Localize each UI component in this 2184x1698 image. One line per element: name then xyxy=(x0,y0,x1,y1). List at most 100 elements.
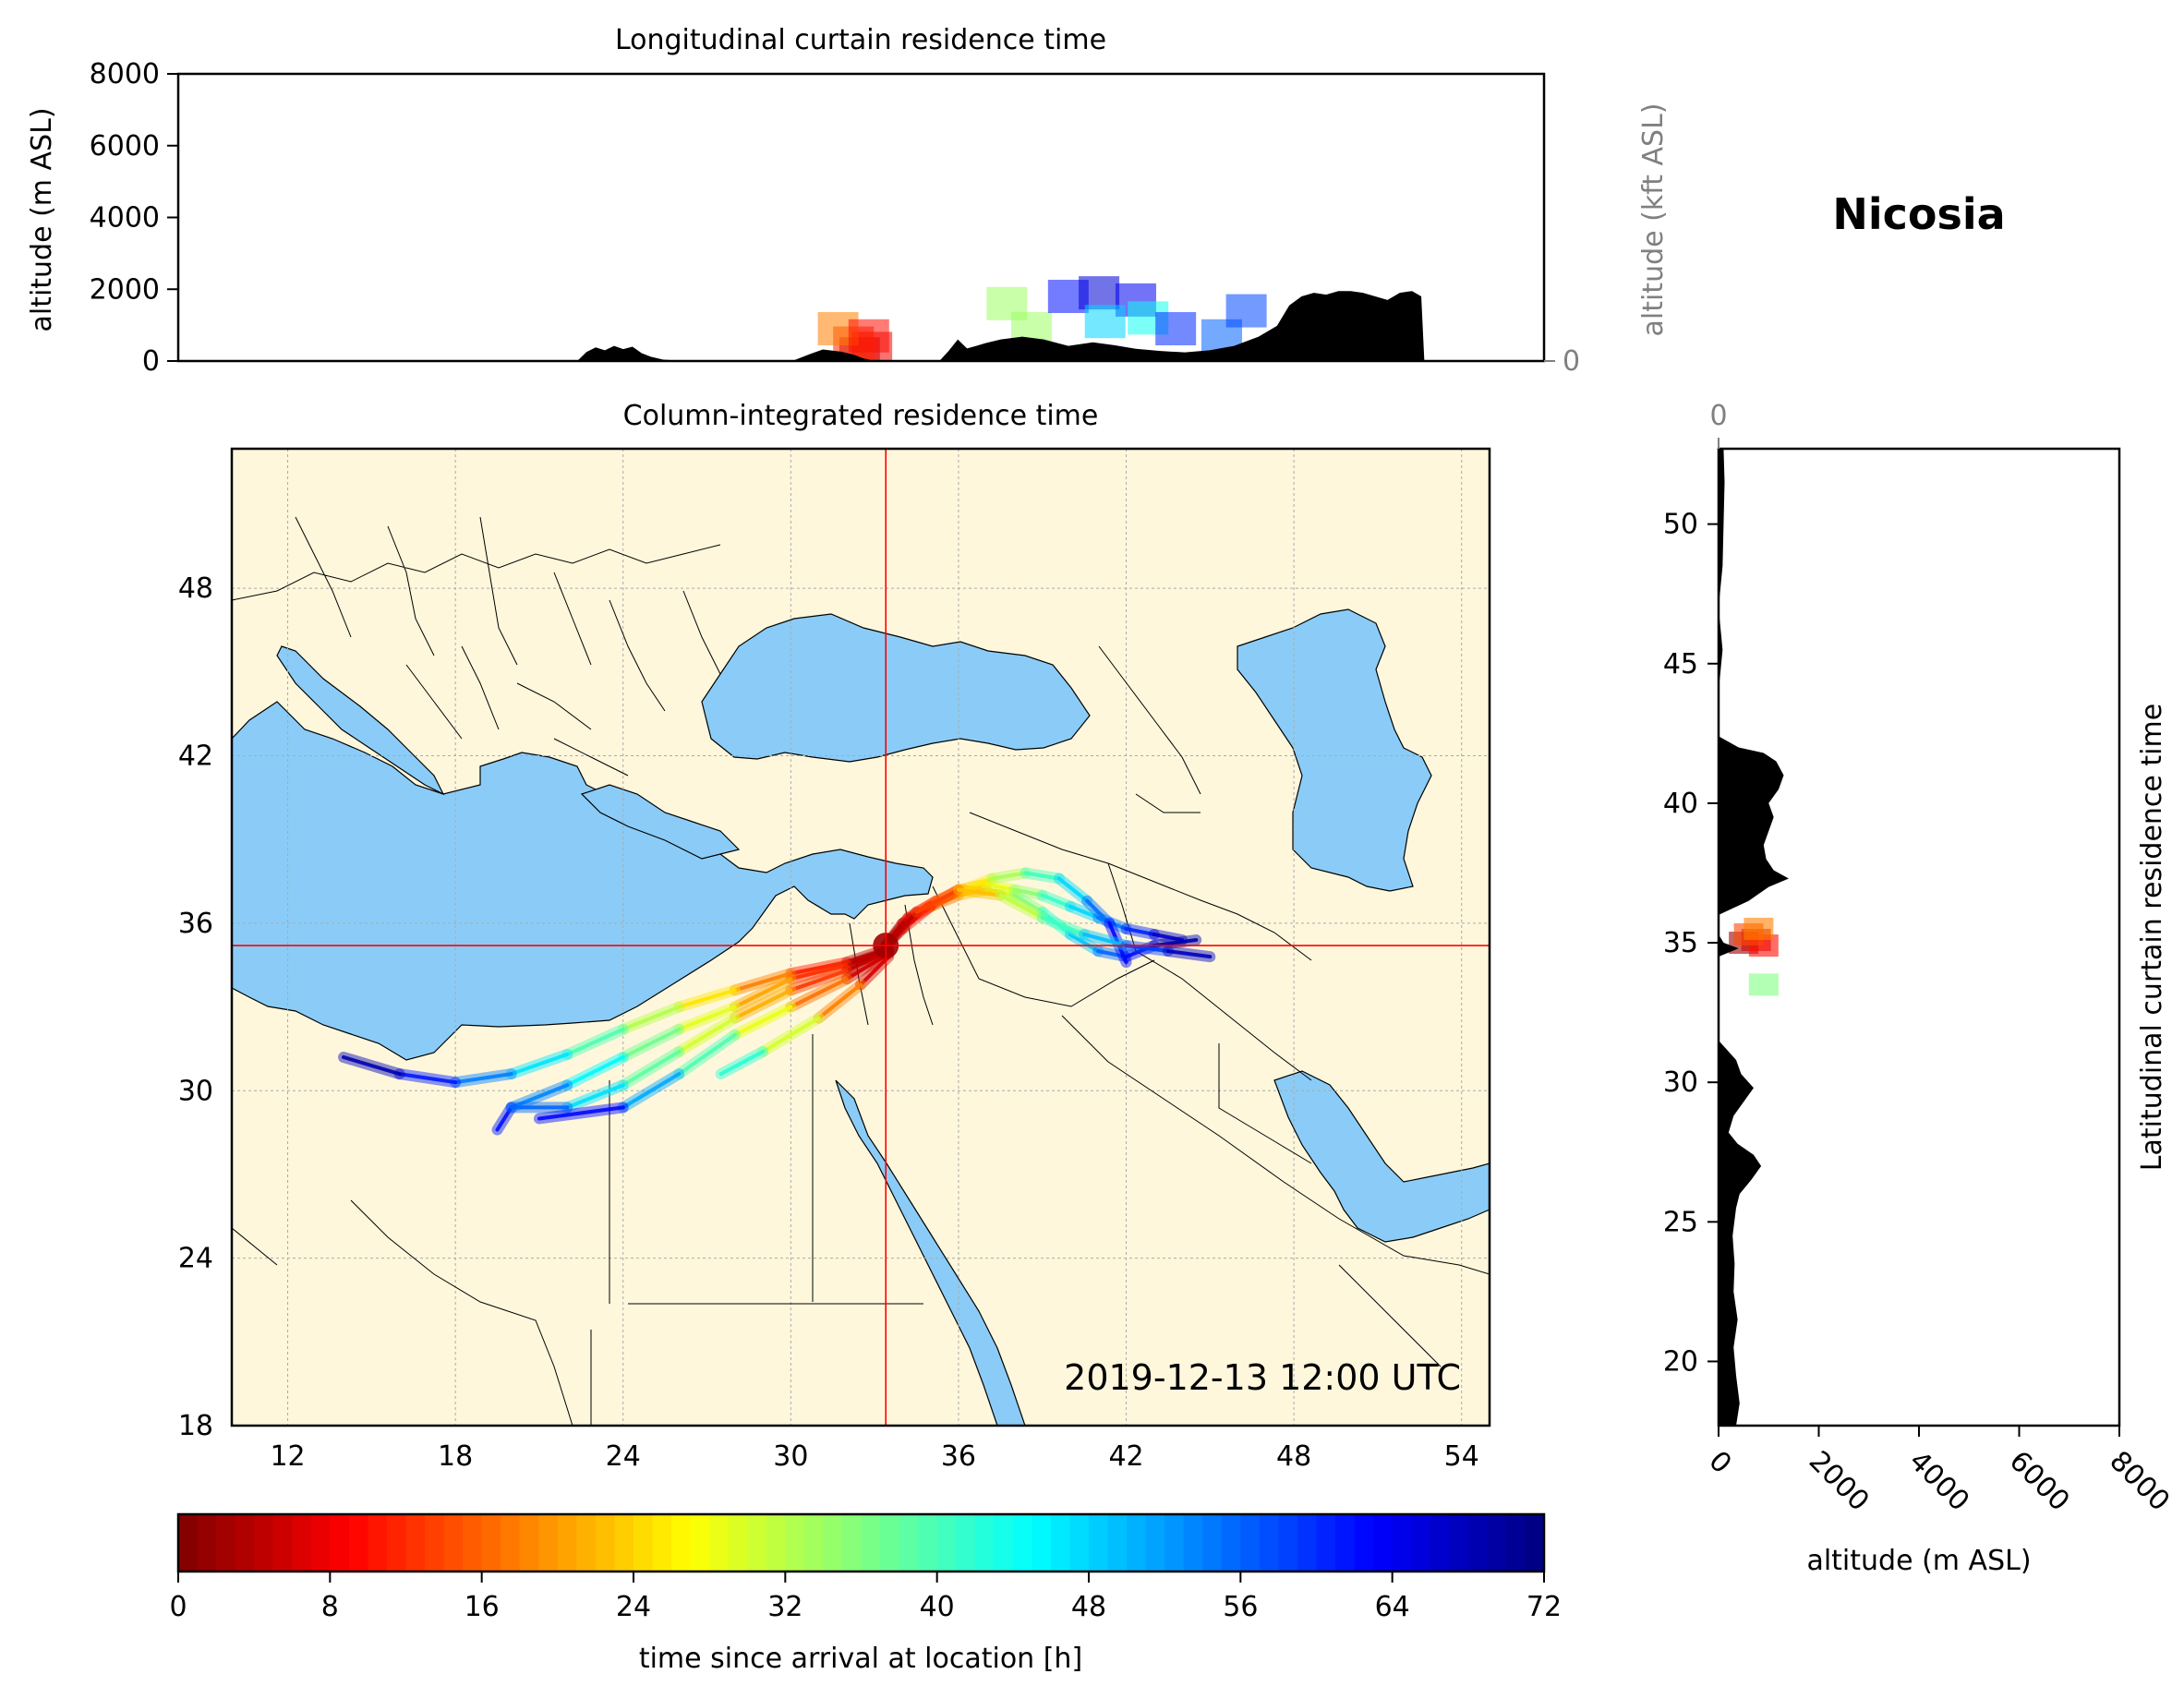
colorbar-cell xyxy=(1259,1514,1280,1572)
colorbar-cell xyxy=(405,1514,426,1572)
trajectory-core xyxy=(956,887,1003,897)
colorbar-cell xyxy=(178,1514,199,1572)
trajectory-core xyxy=(844,952,891,981)
map-y-tick-label: 18 xyxy=(178,1410,213,1442)
trajectory-core xyxy=(789,977,849,1009)
latitudinal-y-tick-label: 25 xyxy=(1663,1206,1698,1238)
longitudinal-y-tick-label: 8000 xyxy=(90,58,160,90)
colorbar-cell xyxy=(1505,1514,1526,1572)
map-x-tick-label: 24 xyxy=(606,1440,641,1473)
latitudinal-xlabel: altitude (m ASL) xyxy=(1806,1545,2031,1577)
colorbar-cell xyxy=(803,1514,825,1572)
colorbar-cell xyxy=(576,1514,597,1572)
map-x-tick-label: 42 xyxy=(1108,1440,1143,1473)
colorbar-tick-label: 24 xyxy=(616,1591,651,1623)
colorbar-ticks: 0 8 16 24 32 40 48 56 64 72 xyxy=(169,1572,1562,1623)
persian-gulf xyxy=(1273,1070,1490,1243)
trajectory-core xyxy=(961,876,995,892)
trajectory-core xyxy=(984,882,1017,892)
map-seas xyxy=(232,608,1490,1426)
trajectory-core xyxy=(565,1083,625,1110)
latitudinal-y-ticks: 20 25 30 35 40 45 50 xyxy=(1663,509,1719,1378)
colorbar-cell xyxy=(728,1514,748,1572)
longitudinal-right-tick-label: 0 xyxy=(1563,345,1580,378)
latitudinal-terrain xyxy=(1719,449,1789,1426)
trajectory-core xyxy=(1165,949,1213,959)
colorbar-cell xyxy=(443,1514,464,1572)
colorbar-cell xyxy=(1449,1514,1469,1572)
colorbar-cell xyxy=(1032,1514,1052,1572)
colorbar-cell xyxy=(1373,1514,1394,1572)
colorbar-cell xyxy=(1127,1514,1147,1572)
colorbar-cell xyxy=(709,1514,730,1572)
trajectory-core xyxy=(1040,893,1072,909)
colorbar-cell xyxy=(368,1514,388,1572)
latitudinal-plot-area xyxy=(1719,449,2119,1426)
colorbar-tick-label: 48 xyxy=(1071,1591,1106,1623)
latitudinal-title: Latitudinal curtain residence time xyxy=(2136,704,2168,1171)
longitudinal-chart: Longitudinal curtain residence time 0 200… xyxy=(26,24,1670,378)
colorbar-cell xyxy=(292,1514,312,1572)
trajectory-core xyxy=(718,1049,766,1077)
trajectory-core xyxy=(789,969,849,993)
colorbar-cell xyxy=(481,1514,501,1572)
trajectory-core xyxy=(1012,893,1044,914)
colorbar-cell xyxy=(538,1514,559,1572)
colorbar-cell xyxy=(197,1514,217,1572)
trajectory-core xyxy=(1068,932,1101,954)
trajectory-core xyxy=(1124,926,1156,936)
trajectory-core xyxy=(677,1016,737,1054)
colorbar-cell xyxy=(254,1514,274,1572)
trajectory-core xyxy=(621,1072,682,1110)
latitudinal-y-tick-label: 50 xyxy=(1663,509,1698,541)
latitudinal-y-tick-label: 30 xyxy=(1663,1066,1698,1099)
trajectory-core xyxy=(509,1083,570,1110)
colorbar-cell xyxy=(1012,1514,1032,1572)
latitudinal-plume-cell xyxy=(1744,917,1774,940)
colorbar-cell xyxy=(841,1514,863,1572)
country-borders xyxy=(232,516,1490,1426)
colorbar-cell xyxy=(1297,1514,1318,1572)
longitudinal-plume-cell xyxy=(1079,276,1120,310)
colorbar-cell xyxy=(386,1514,407,1572)
trajectory-core xyxy=(789,963,849,981)
map-x-tick-label: 36 xyxy=(941,1440,976,1473)
trajectory-core xyxy=(1056,876,1090,903)
trajectory-core xyxy=(1152,938,1199,948)
colorbar-cell xyxy=(1467,1514,1488,1572)
trajectory-core xyxy=(565,1054,625,1088)
colorbar-cell xyxy=(1050,1514,1071,1572)
black-sea xyxy=(701,613,1091,763)
longitudinal-y-tick-label: 2000 xyxy=(90,273,160,306)
site-title: Nicosia xyxy=(1832,189,2005,239)
trajectory-core xyxy=(928,893,960,909)
trajectory-core xyxy=(984,887,1017,897)
map-y-ticks: 18 24 30 36 42 48 xyxy=(178,572,213,1442)
trajectory-core xyxy=(732,977,793,1009)
latitudinal-x-tick-label: 0 xyxy=(1702,1445,1737,1480)
colorbar-cell xyxy=(1089,1514,1109,1572)
map-x-tick-label: 48 xyxy=(1276,1440,1311,1473)
longitudinal-ylabel-right: altitude (kft ASL) xyxy=(1637,102,1670,336)
colorbar-cell xyxy=(1069,1514,1090,1572)
colorbar-cell xyxy=(936,1514,957,1572)
trajectory-core xyxy=(761,1016,821,1054)
trajectory-core xyxy=(342,1054,402,1077)
colorbar-cell xyxy=(994,1514,1014,1572)
trajectory-core xyxy=(900,904,933,931)
colorbar-cell xyxy=(1278,1514,1298,1572)
latitudinal-x-ticks: 0 2000 4000 6000 8000 xyxy=(1702,1426,2176,1518)
mediterranean-sea xyxy=(232,701,934,1061)
longitudinal-terrain xyxy=(577,291,1544,361)
colorbar-cell xyxy=(785,1514,805,1572)
latitudinal-y-tick-label: 35 xyxy=(1663,927,1698,959)
trajectory-core xyxy=(1068,904,1101,920)
longitudinal-plume-cell xyxy=(1084,305,1126,339)
trajectory-core xyxy=(859,955,891,987)
release-crosshair xyxy=(232,449,1490,1426)
colorbar-cell xyxy=(1430,1514,1450,1572)
longitudinal-y-ticks: 0 2000 4000 6000 8000 xyxy=(90,58,178,378)
trajectory-core xyxy=(732,1005,793,1037)
trajectory-core xyxy=(495,1105,513,1132)
